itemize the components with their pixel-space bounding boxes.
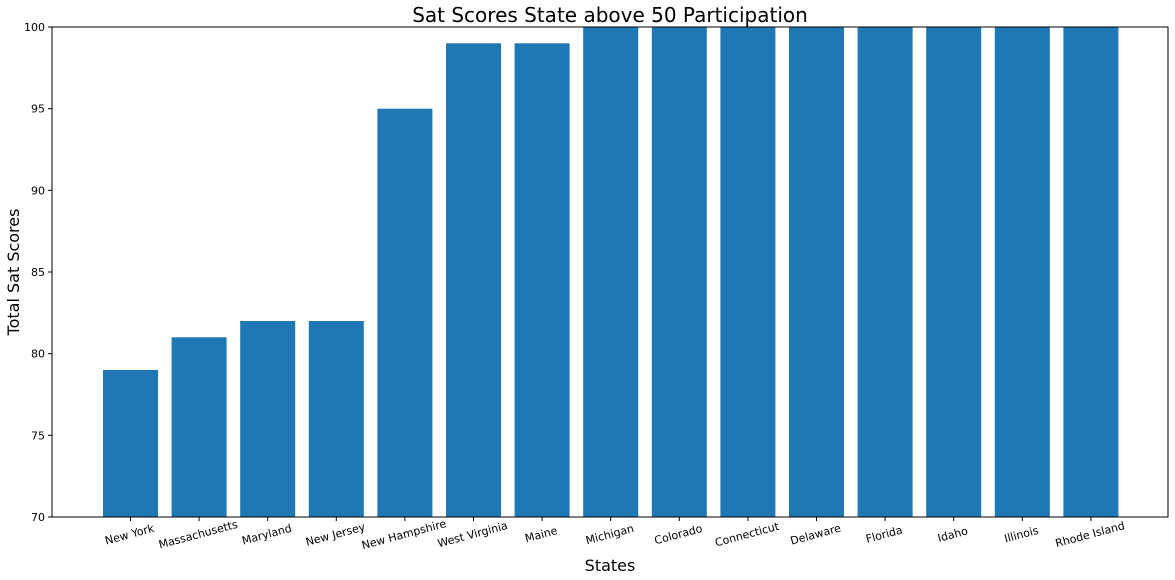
bar-massachusetts <box>171 337 227 517</box>
x-tick-label: Colorado <box>653 522 704 547</box>
x-tick-label: New York <box>104 522 157 548</box>
y-tick-label: 100 <box>24 21 45 34</box>
bar-new-hampshire <box>377 108 433 517</box>
y-tick-label: 70 <box>31 511 45 524</box>
x-tick-label: Idaho <box>936 524 969 545</box>
bars-group <box>103 27 1119 518</box>
x-axis: New York Massachusetts Maryland New JerseyN… <box>104 517 1126 552</box>
x-tick-label: New Hampshire <box>360 517 448 552</box>
bar-new-jersey <box>308 321 364 517</box>
x-tick-label: Rhode Island <box>1054 519 1126 550</box>
bar-maine <box>514 43 570 518</box>
y-axis: 70 75 80 85 90 95 100 <box>24 21 52 524</box>
y-tick-label: 85 <box>31 266 45 279</box>
bar-connecticut <box>720 27 776 517</box>
x-tick-label: Connecticut <box>713 520 781 550</box>
y-tick-label: 90 <box>31 184 45 197</box>
x-tick-label: Michigan <box>584 522 635 547</box>
x-tick-label: Maryland <box>240 522 293 548</box>
x-tick-label: Delaware <box>789 522 843 548</box>
bar-michigan <box>583 27 639 517</box>
bar-rhode-island <box>1063 27 1119 517</box>
y-tick-label: 95 <box>31 103 45 116</box>
bar-colorado <box>651 27 707 517</box>
y-tick-label: 80 <box>31 348 45 361</box>
bar-idaho <box>926 27 982 517</box>
x-tick-label: Massachusetts <box>157 518 239 552</box>
x-tick-label: New Jersey <box>304 520 367 548</box>
x-tick-label: West Virginia <box>436 519 509 550</box>
y-tick-label: 75 <box>31 429 45 442</box>
bar-illinois <box>994 27 1050 517</box>
x-tick-label: Maine <box>524 524 559 545</box>
x-axis-label: States <box>585 556 636 575</box>
bar-florida <box>857 27 913 517</box>
y-axis-label: Total Sat Scores <box>4 209 23 337</box>
bar-new-york <box>103 370 158 517</box>
chart-title: Sat Scores State above 50 Participation <box>412 3 808 27</box>
x-tick-label: Florida <box>864 523 904 545</box>
x-tick-label: Illinois <box>1003 524 1040 546</box>
bar-delaware <box>789 27 844 517</box>
bar-maryland <box>240 321 296 517</box>
bar-west-virginia <box>446 43 501 518</box>
